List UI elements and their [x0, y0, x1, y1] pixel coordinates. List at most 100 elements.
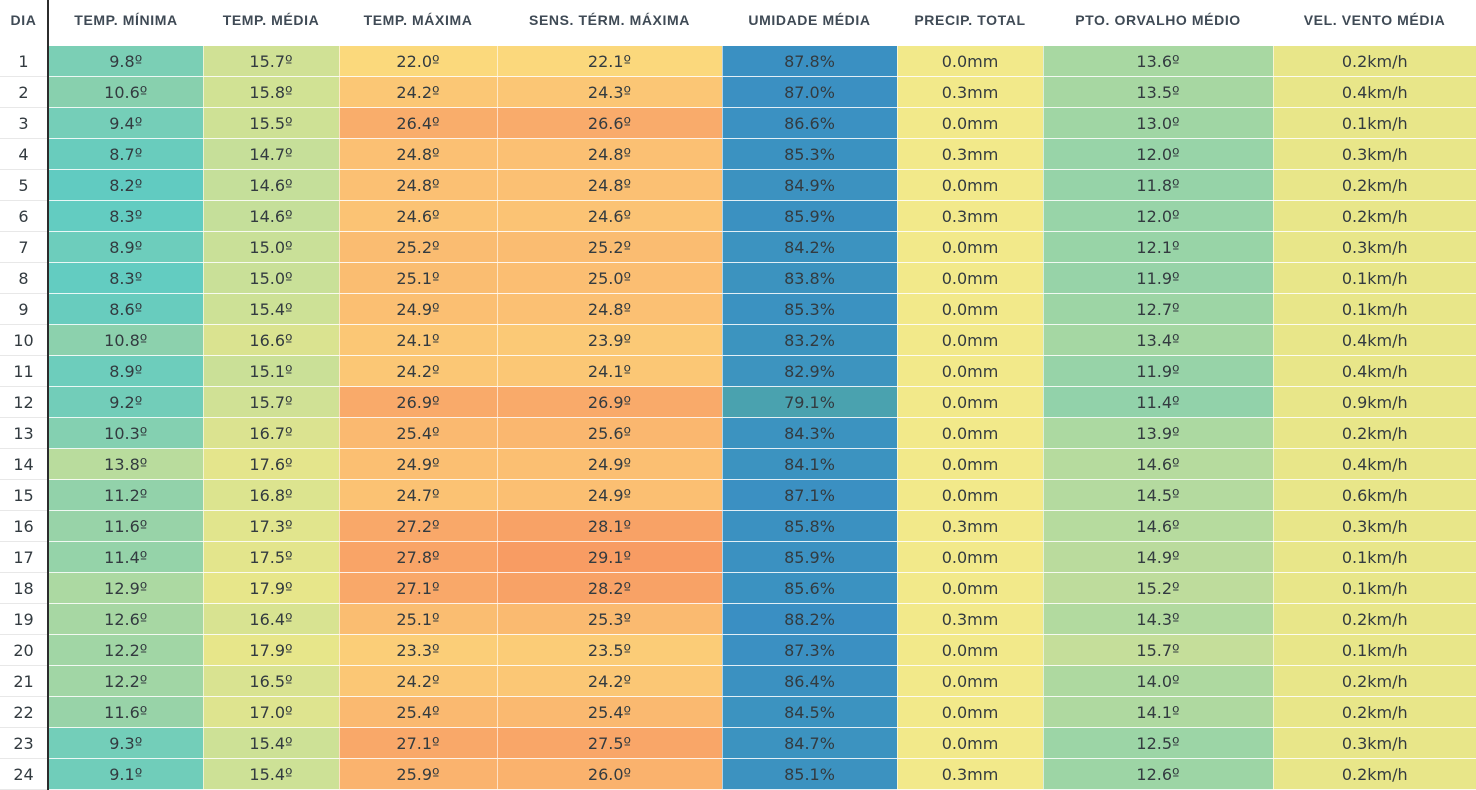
table-row: 8 8.3º 15.0º 25.1º 25.0º 83.8% 0.0mm 11.9º 0.1km… [0, 262, 1476, 294]
cell-umid: 87.1% [721, 479, 897, 511]
column-header-tmin: TEMP. MÍNIMA [48, 0, 203, 46]
day-cell: 6 [0, 200, 49, 232]
cell-umid: 79.1% [721, 386, 897, 418]
cell-orv: 14.6º [1042, 448, 1273, 480]
cell-prec: 0.0mm [896, 169, 1043, 201]
cell-tmed: 15.1º [202, 355, 339, 387]
cell-orv: 12.7º [1042, 293, 1273, 325]
cell-tmax: 24.2º [338, 665, 497, 697]
cell-tmax: 22.0º [338, 46, 497, 77]
day-cell: 10 [0, 324, 49, 356]
cell-tmax: 25.4º [338, 417, 497, 449]
cell-tmax: 27.1º [338, 572, 497, 604]
cell-vento: 0.1km/h [1272, 572, 1476, 604]
cell-tmax: 24.2º [338, 76, 497, 108]
header-row: DIA TEMP. MÍNIMA TEMP. MÉDIA TEMP. MÁXIMA SE… [0, 0, 1476, 46]
cell-tmax: 24.1º [338, 324, 497, 356]
cell-orv: 11.9º [1042, 355, 1273, 387]
cell-prec: 0.0mm [896, 293, 1043, 325]
column-header-tmax: TEMP. MÁXIMA [339, 0, 497, 46]
cell-prec: 0.0mm [896, 634, 1043, 666]
cell-vento: 0.4km/h [1272, 324, 1476, 356]
table-row: 23 9.3º 15.4º 27.1º 27.5º 84.7% 0.0mm 12.5º 0.3k… [0, 727, 1476, 759]
cell-tmax: 24.8º [338, 169, 497, 201]
cell-vento: 0.2km/h [1272, 417, 1476, 449]
cell-vento: 0.1km/h [1272, 541, 1476, 573]
cell-tmed: 17.0º [202, 696, 339, 728]
cell-tmed: 14.6º [202, 169, 339, 201]
cell-tmin: 8.3º [47, 262, 203, 294]
cell-tmed: 14.6º [202, 200, 339, 232]
column-header-orv: PTO. ORVALHO MÉDIO [1043, 0, 1273, 46]
cell-umid: 86.4% [721, 665, 897, 697]
cell-tmed: 14.7º [202, 138, 339, 170]
cell-vento: 0.4km/h [1272, 355, 1476, 387]
cell-tmed: 15.4º [202, 727, 339, 759]
cell-orv: 13.6º [1042, 46, 1273, 77]
cell-vento: 0.1km/h [1272, 262, 1476, 294]
table-row: 4 8.7º 14.7º 24.8º 24.8º 85.3% 0.3mm 12.0º 0.3km… [0, 138, 1476, 170]
cell-umid: 88.2% [721, 603, 897, 635]
cell-tmed: 15.4º [202, 758, 339, 790]
cell-vento: 0.3km/h [1272, 510, 1476, 542]
cell-sens: 25.3º [496, 603, 722, 635]
cell-tmax: 24.8º [338, 138, 497, 170]
cell-umid: 83.8% [721, 262, 897, 294]
cell-tmin: 8.9º [47, 355, 203, 387]
cell-tmin: 10.6º [47, 76, 203, 108]
cell-umid: 85.9% [721, 541, 897, 573]
table-row: 24 9.1º 15.4º 25.9º 26.0º 85.1% 0.3mm 12.6º 0.2k… [0, 758, 1476, 790]
cell-tmin: 9.3º [47, 727, 203, 759]
table-row: 7 8.9º 15.0º 25.2º 25.2º 84.2% 0.0mm 12.1º 0.3km… [0, 231, 1476, 263]
day-cell: 3 [0, 107, 49, 139]
cell-prec: 0.0mm [896, 665, 1043, 697]
day-cell: 7 [0, 231, 49, 263]
table-row: 22 11.6º 17.0º 25.4º 25.4º 84.5% 0.0mm 14.1º 0.2… [0, 696, 1476, 728]
cell-prec: 0.3mm [896, 510, 1043, 542]
cell-tmed: 15.5º [202, 107, 339, 139]
cell-tmin: 9.2º [47, 386, 203, 418]
column-header-tmed: TEMP. MÉDIA [203, 0, 339, 46]
table-row: 10 10.8º 16.6º 24.1º 23.9º 83.2% 0.0mm 13.4º 0.4… [0, 324, 1476, 356]
cell-vento: 0.3km/h [1272, 727, 1476, 759]
cell-prec: 0.3mm [896, 76, 1043, 108]
cell-prec: 0.0mm [896, 417, 1043, 449]
cell-vento: 0.2km/h [1272, 46, 1476, 77]
day-cell: 13 [0, 417, 49, 449]
table-row: 6 8.3º 14.6º 24.6º 24.6º 85.9% 0.3mm 12.0º 0.2km… [0, 200, 1476, 232]
cell-vento: 0.4km/h [1272, 76, 1476, 108]
day-cell: 4 [0, 138, 49, 170]
day-cell: 11 [0, 355, 49, 387]
cell-umid: 87.0% [721, 76, 897, 108]
cell-prec: 0.3mm [896, 138, 1043, 170]
cell-sens: 26.6º [496, 107, 722, 139]
cell-sens: 24.6º [496, 200, 722, 232]
cell-orv: 15.7º [1042, 634, 1273, 666]
table-row: 3 9.4º 15.5º 26.4º 26.6º 86.6% 0.0mm 13.0º 0.1km… [0, 107, 1476, 139]
cell-vento: 0.2km/h [1272, 665, 1476, 697]
table-row: 20 12.2º 17.9º 23.3º 23.5º 87.3% 0.0mm 15.7º 0.1… [0, 634, 1476, 666]
cell-sens: 26.0º [496, 758, 722, 790]
cell-tmax: 25.1º [338, 603, 497, 635]
cell-sens: 25.0º [496, 262, 722, 294]
cell-tmin: 10.3º [47, 417, 203, 449]
cell-tmax: 25.9º [338, 758, 497, 790]
table-row: 5 8.2º 14.6º 24.8º 24.8º 84.9% 0.0mm 11.8º 0.2km… [0, 169, 1476, 201]
day-cell: 20 [0, 634, 49, 666]
cell-tmed: 15.7º [202, 46, 339, 77]
cell-vento: 0.6km/h [1272, 479, 1476, 511]
cell-orv: 13.0º [1042, 107, 1273, 139]
table-row: 16 11.6º 17.3º 27.2º 28.1º 85.8% 0.3mm 14.6º 0.3… [0, 510, 1476, 542]
cell-sens: 24.3º [496, 76, 722, 108]
cell-tmed: 16.7º [202, 417, 339, 449]
cell-tmax: 24.7º [338, 479, 497, 511]
cell-orv: 13.5º [1042, 76, 1273, 108]
cell-tmed: 15.4º [202, 293, 339, 325]
cell-prec: 0.3mm [896, 200, 1043, 232]
cell-prec: 0.0mm [896, 231, 1043, 263]
cell-tmax: 25.4º [338, 696, 497, 728]
cell-orv: 14.5º [1042, 479, 1273, 511]
cell-sens: 26.9º [496, 386, 722, 418]
cell-tmed: 17.3º [202, 510, 339, 542]
cell-vento: 0.2km/h [1272, 200, 1476, 232]
